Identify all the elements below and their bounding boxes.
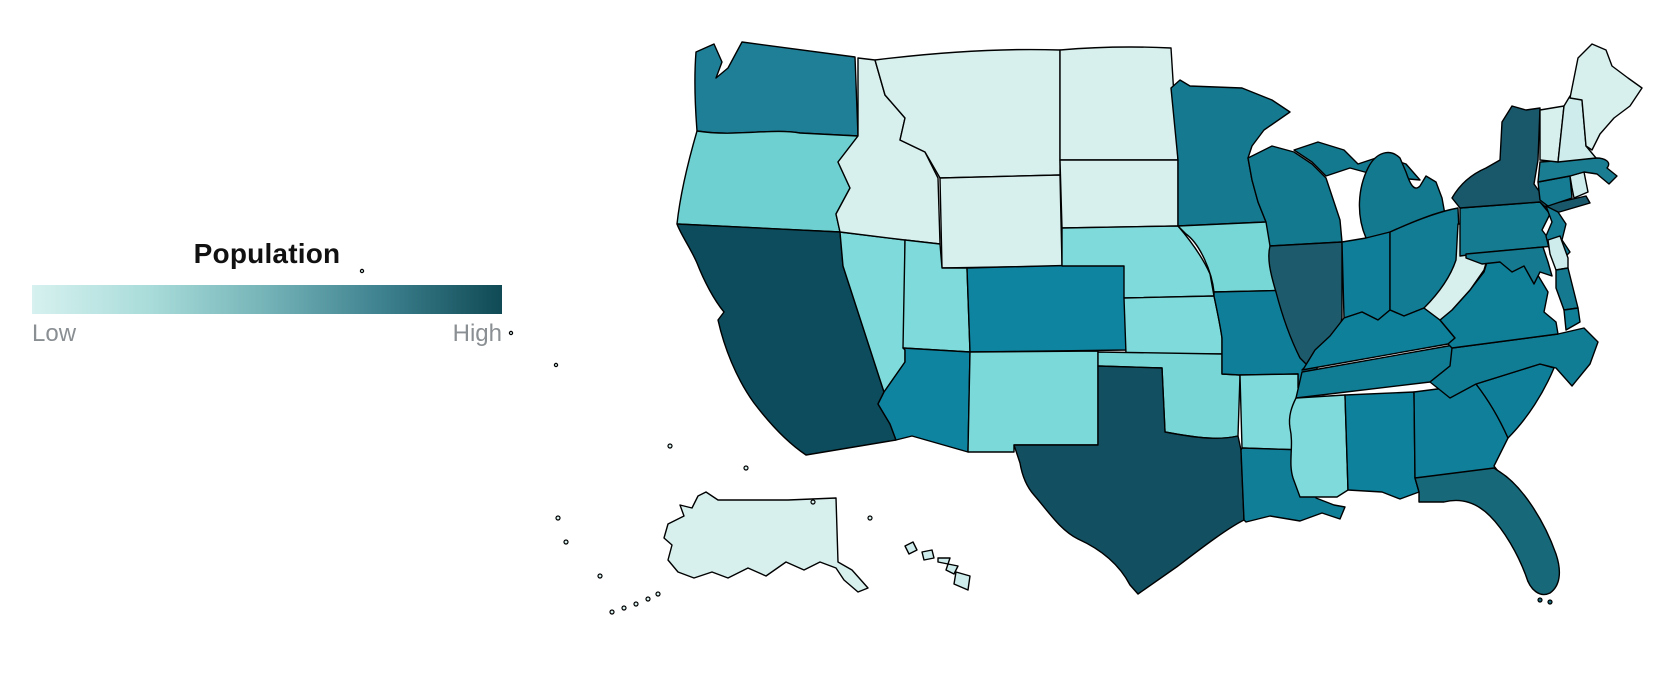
- island-dot: [1537, 597, 1543, 603]
- map-legend: Population Low High: [32, 238, 502, 348]
- state-nd[interactable]: [1059, 46, 1179, 161]
- state-sc[interactable]: [1475, 363, 1555, 439]
- legend-low-label: Low: [32, 320, 77, 347]
- island-dot: [867, 515, 873, 521]
- island-dot: [553, 362, 559, 368]
- state-md-eastern-shore[interactable]: [1555, 267, 1579, 311]
- state-ak[interactable]: [663, 491, 869, 593]
- state-ms[interactable]: [1288, 394, 1349, 498]
- legend-gradient-bar: [32, 285, 502, 314]
- state-or[interactable]: [676, 130, 859, 233]
- state-co[interactable]: [966, 263, 1129, 353]
- island-dot: [810, 499, 816, 505]
- state-wy[interactable]: [939, 174, 1063, 269]
- state-wa[interactable]: [694, 41, 859, 137]
- state-sd[interactable]: [1059, 159, 1179, 229]
- state-hi-hawaii[interactable]: [953, 571, 971, 591]
- island-dot: [563, 539, 569, 545]
- state-md[interactable]: [1465, 246, 1553, 285]
- island-dot: [743, 465, 749, 471]
- state-hi-kauai[interactable]: [904, 541, 918, 555]
- state-ma[interactable]: [1537, 157, 1618, 185]
- legend-labels: Low High: [32, 320, 502, 348]
- state-al[interactable]: [1344, 391, 1420, 500]
- legend-title: Population: [193, 238, 341, 269]
- state-ca[interactable]: [676, 223, 897, 456]
- island-dot: [645, 596, 651, 602]
- island-dot: [555, 515, 561, 521]
- state-nm[interactable]: [967, 350, 1099, 453]
- state-tx[interactable]: [1013, 365, 1245, 595]
- state-wv[interactable]: [1423, 223, 1491, 321]
- island-dot: [597, 573, 603, 579]
- state-hi-oahu[interactable]: [921, 549, 935, 561]
- state-va-eastern-shore[interactable]: [1563, 307, 1581, 331]
- legend-high-label: High: [452, 320, 502, 347]
- state-me[interactable]: [1569, 43, 1643, 151]
- island-dot: [621, 605, 627, 611]
- island-dot: [609, 609, 615, 615]
- island-dot: [1547, 599, 1553, 605]
- island-dot: [655, 591, 661, 597]
- island-dot: [633, 601, 639, 607]
- state-ks[interactable]: [1123, 295, 1223, 355]
- state-de[interactable]: [1547, 235, 1569, 271]
- island-dot: [667, 443, 673, 449]
- state-in[interactable]: [1341, 231, 1391, 321]
- state-ny[interactable]: [1451, 105, 1591, 214]
- state-mt[interactable]: [874, 48, 1061, 179]
- island-dot: [508, 330, 514, 336]
- island-dot: [359, 268, 365, 274]
- state-fl[interactable]: [1414, 467, 1561, 596]
- state-hi-molokai[interactable]: [937, 557, 951, 565]
- state-wi[interactable]: [1247, 145, 1343, 247]
- state-hi-maui[interactable]: [945, 563, 959, 575]
